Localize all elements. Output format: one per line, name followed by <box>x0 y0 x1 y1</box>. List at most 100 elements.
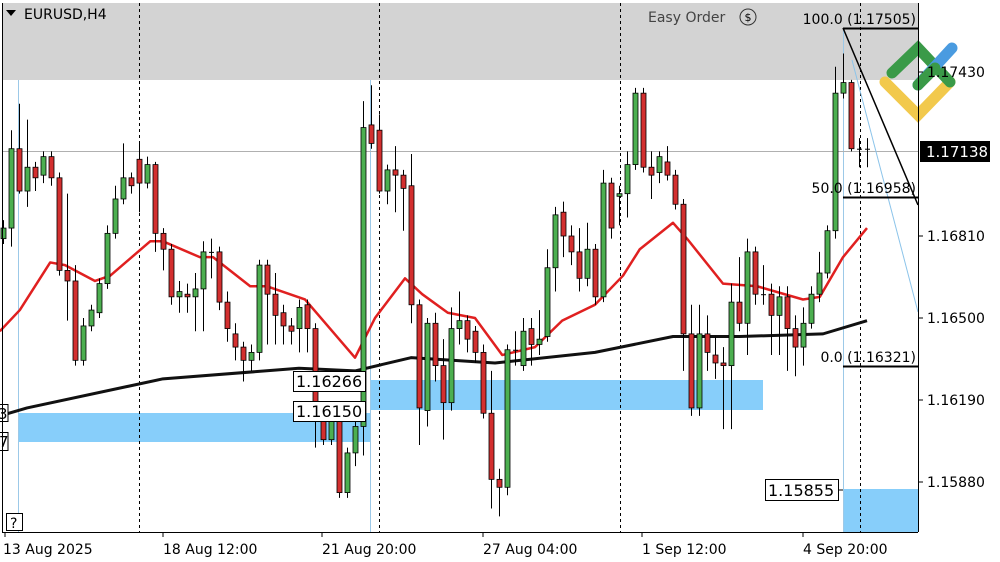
candle <box>376 114 383 194</box>
candle-body <box>32 166 39 179</box>
candle-body <box>392 169 399 176</box>
candle <box>504 344 511 496</box>
candle <box>416 299 423 445</box>
candle <box>744 238 751 356</box>
candle <box>704 315 711 371</box>
candle-body <box>792 328 799 348</box>
candle-body <box>24 166 31 192</box>
candle-body <box>144 164 151 184</box>
candle-body <box>536 338 543 345</box>
candle-body <box>416 304 423 409</box>
candle <box>448 307 455 411</box>
candle <box>816 251 823 303</box>
candle-body <box>656 156 663 173</box>
easy-order-label[interactable]: Easy Order <box>648 10 725 26</box>
candle <box>672 169 679 210</box>
candle <box>808 286 815 329</box>
candle <box>824 225 831 279</box>
candle-body <box>16 148 23 192</box>
candle-body <box>800 322 807 348</box>
candle <box>56 172 63 276</box>
candle-body <box>224 301 231 329</box>
candle-body <box>624 164 631 195</box>
candle-body <box>376 129 383 192</box>
candle-body <box>120 177 127 200</box>
candle-body <box>56 177 63 271</box>
candle-body <box>672 174 679 205</box>
candle-body <box>8 148 15 229</box>
candle-body <box>680 203 687 335</box>
symbol-label: EURUSD,H4 <box>24 7 107 23</box>
help-button[interactable]: ? <box>6 513 23 533</box>
fib-label-50: 50.0 (1.16958) <box>812 181 916 197</box>
candle-body <box>784 296 791 329</box>
candle-body <box>296 307 303 329</box>
candle <box>152 161 159 252</box>
svg-text:1.17138: 1.17138 <box>926 143 988 161</box>
candle-body <box>488 412 495 480</box>
candle-body <box>528 328 535 345</box>
candle-body <box>840 82 847 94</box>
candle-body <box>608 182 615 229</box>
candle <box>472 325 479 363</box>
candle-body <box>640 92 647 168</box>
candle <box>216 246 223 311</box>
candle <box>761 265 766 305</box>
candle <box>288 318 295 345</box>
candle-body <box>472 330 479 353</box>
candle <box>184 283 191 313</box>
candle-body <box>128 177 135 187</box>
price-tick-label: 1.16500 <box>927 311 985 327</box>
candle <box>264 259 271 345</box>
candle <box>552 206 559 292</box>
candle <box>608 177 615 239</box>
dollar-circle-icon[interactable]: $ <box>739 8 757 26</box>
candle <box>720 347 727 430</box>
candle-body <box>848 82 855 150</box>
candle <box>128 172 135 194</box>
candle <box>840 53 847 99</box>
candle-body <box>48 156 55 179</box>
candle <box>96 278 103 319</box>
candle <box>360 101 367 456</box>
candle-body <box>592 248 599 298</box>
candle <box>496 468 503 517</box>
candle-body <box>192 288 199 298</box>
candle <box>104 225 111 289</box>
candle-body <box>264 264 271 295</box>
candle <box>168 243 175 305</box>
candle <box>752 246 759 305</box>
candle <box>640 87 647 173</box>
candle <box>584 222 591 287</box>
candle <box>456 291 463 345</box>
candle-body <box>504 349 511 488</box>
candle <box>136 143 143 213</box>
time-label: 13 Aug 2025 <box>3 542 93 558</box>
candle-body <box>744 251 751 324</box>
candle-body <box>448 328 455 404</box>
candle <box>592 243 599 305</box>
candle <box>192 273 199 332</box>
candle <box>432 312 439 382</box>
candle-body <box>280 312 287 327</box>
candle <box>344 447 351 498</box>
candle-body <box>160 232 167 250</box>
triangle-down-icon[interactable] <box>6 10 16 16</box>
time-ticks <box>4 532 804 537</box>
candle-body <box>272 293 279 316</box>
price-tick-label: 1.15880 <box>927 475 985 491</box>
candle-body <box>568 235 575 253</box>
candle-body <box>816 272 823 295</box>
candle-body <box>576 251 583 279</box>
candle-body <box>288 325 295 332</box>
candle <box>536 310 543 356</box>
fib-trendline[interactable] <box>842 27 919 206</box>
candle <box>464 315 471 353</box>
candle-body <box>352 426 359 454</box>
candle <box>560 201 567 258</box>
candle-body <box>776 296 783 316</box>
time-label: 18 Aug 12:00 <box>163 542 257 558</box>
candle-body <box>184 293 191 298</box>
candle <box>424 318 431 427</box>
